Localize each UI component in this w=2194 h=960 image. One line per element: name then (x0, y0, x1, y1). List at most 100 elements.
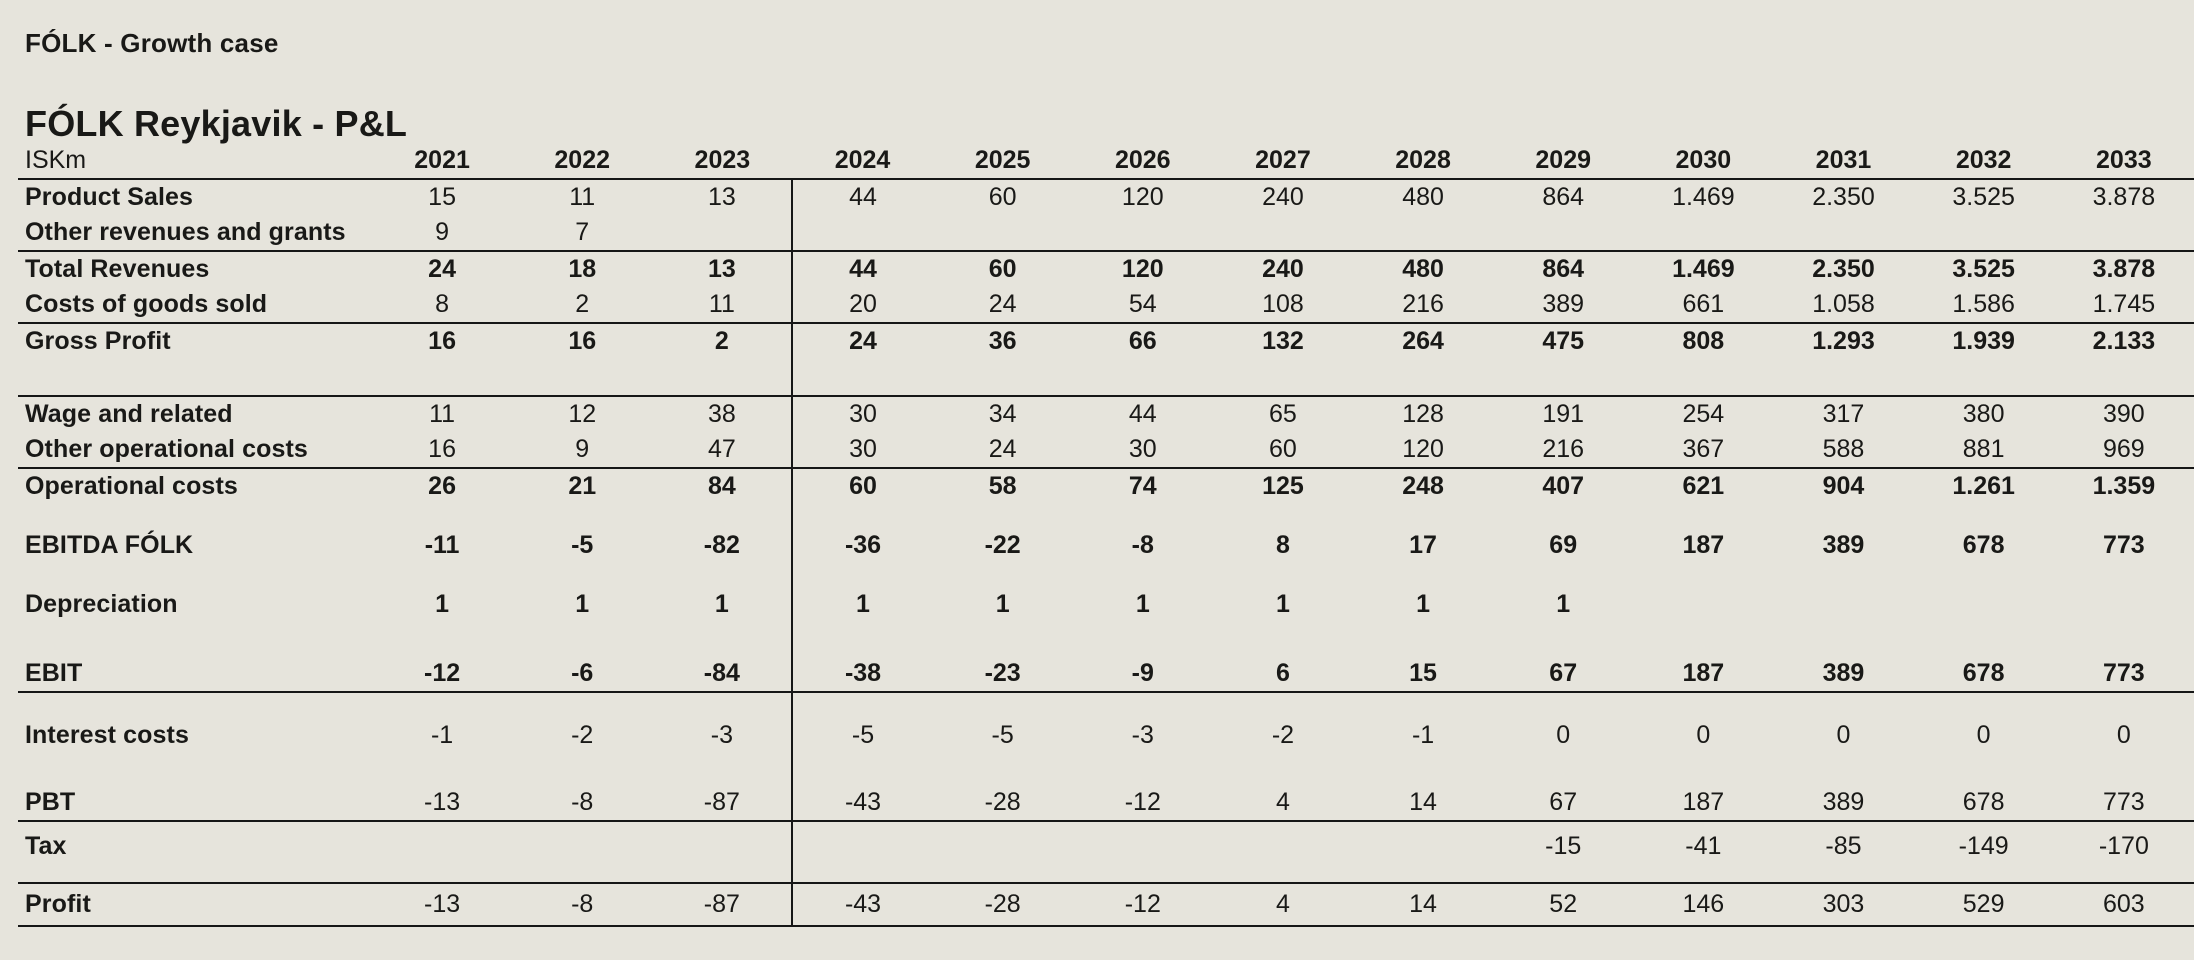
value-cell: 4 (1275, 787, 1290, 816)
row-label: Profit (25, 890, 91, 918)
value-cell (2054, 586, 2194, 622)
value-cell: 2.350 (1812, 183, 1875, 211)
spacer-cell (1633, 622, 1773, 656)
value-cell (933, 215, 1073, 251)
value-cell: -38 (791, 656, 933, 692)
value-cell (1073, 215, 1213, 251)
value-cell: 11 (429, 400, 456, 428)
value-cell: 15 (1409, 659, 1437, 687)
spacer-cell (652, 692, 792, 717)
value-cell: 389 (1822, 659, 1865, 687)
spacer-cell (1914, 753, 2054, 784)
value-cell: 16 (428, 435, 456, 463)
value-cell (1914, 215, 2054, 251)
value-cell: 380 (1962, 400, 2005, 428)
value-cell: -3 (1131, 720, 1154, 749)
value-cell (1493, 215, 1633, 251)
spacer-cell (1353, 359, 1493, 396)
spacer-cell (1773, 753, 1913, 784)
value-cell: 1 (791, 586, 933, 622)
value-cell: 146 (1682, 890, 1725, 918)
value-cell: 1 (714, 589, 729, 618)
value-cell: -1 (430, 720, 454, 749)
value-cell: 15 (428, 183, 456, 211)
value-cell: 678 (1962, 787, 2005, 816)
value-cell: 317 (1822, 400, 1865, 428)
value-cell: 4 (1275, 890, 1290, 918)
year-header: 2031 (1815, 146, 1872, 174)
value-cell: 191 (1542, 400, 1585, 428)
spacer-cell (1773, 692, 1913, 717)
value-cell: 1.586 (1952, 290, 2015, 318)
spacer-cell (933, 622, 1073, 656)
value-cell: 52 (1549, 890, 1578, 918)
spacer-cell (933, 692, 1073, 717)
spacer-row (18, 622, 2194, 656)
table-row: Gross Profit 16 16 2 24 36 66 132 264 475 808 1.293… (18, 323, 2194, 359)
spacer-cell (1633, 692, 1773, 717)
value-cell: 11 (708, 290, 735, 318)
spacer-cell (1213, 504, 1353, 527)
spacer-cell (1914, 359, 2054, 396)
value-cell: 2 (575, 290, 590, 318)
spacer-cell (18, 563, 372, 586)
value-cell: 44 (791, 251, 933, 287)
value-cell: 24 (428, 255, 456, 283)
value-cell: 8 (1275, 530, 1290, 559)
spacer-row (18, 359, 2194, 396)
value-cell: 480 (1402, 255, 1444, 283)
value-cell: 66 (1128, 327, 1157, 355)
spacer-cell (1773, 622, 1913, 656)
value-cell: 24 (791, 323, 933, 359)
spacer-cell (933, 359, 1073, 396)
spacer-cell (1493, 359, 1633, 396)
year-header: 2030 (1675, 146, 1732, 174)
value-cell (1633, 586, 1773, 622)
spacer-cell (1914, 692, 2054, 717)
table-row: Product Sales 15 11 13 44 60 120 240 480 864 1.469… (18, 179, 2194, 215)
spacer-cell (1353, 692, 1493, 717)
value-cell: -28 (984, 787, 1021, 816)
value-cell: 67 (1549, 659, 1578, 687)
spacer-cell (1493, 504, 1633, 527)
value-cell: 1.058 (1812, 290, 1875, 318)
value-cell: 969 (2102, 435, 2145, 463)
value-cell: 2 (714, 327, 729, 355)
value-cell: 1 (1416, 589, 1431, 618)
value-cell: 20 (791, 287, 933, 323)
value-cell: -28 (984, 890, 1021, 918)
value-cell: 8 (435, 290, 450, 318)
value-cell: -43 (791, 883, 933, 926)
value-cell (1213, 821, 1353, 883)
value-cell: -41 (1685, 832, 1722, 860)
table-row: Depreciation 1 1 1 1 1 1 1 1 1 (18, 586, 2194, 622)
value-cell: 389 (1542, 290, 1585, 318)
row-label: Wage and related (25, 400, 233, 428)
unit-label: ISKm (25, 146, 87, 174)
spacer-cell (933, 563, 1073, 586)
value-cell: 3.878 (2092, 183, 2156, 211)
value-cell: 1 (575, 589, 590, 618)
spacer-cell (1353, 504, 1493, 527)
value-cell: 44 (1128, 400, 1157, 428)
spacer-cell (372, 753, 512, 784)
spacer-row (18, 504, 2194, 527)
spacer-cell (933, 753, 1073, 784)
spacer-cell (372, 563, 512, 586)
row-label: EBITDA FÓLK (25, 530, 194, 559)
value-cell: 120 (1402, 435, 1444, 463)
table-row: Other revenues and grants 9 7 (18, 215, 2194, 251)
spacer-cell (18, 504, 372, 527)
value-cell: -6 (571, 659, 594, 687)
value-cell: 588 (1822, 435, 1865, 463)
table-row: Operational costs 26 21 84 60 58 74 125 248 407 62… (18, 468, 2194, 504)
spacer-cell (1213, 692, 1353, 717)
case-title: FÓLK - Growth case (25, 28, 279, 58)
value-cell: 0 (1976, 720, 1991, 749)
value-cell: -149 (1958, 832, 2009, 860)
spacer-cell (1073, 359, 1213, 396)
value-cell: 44 (791, 179, 933, 215)
spacer-cell (791, 563, 933, 586)
table-row: Other operational costs 16 9 47 30 24 30 60 120 2… (18, 432, 2194, 468)
value-cell: -2 (1271, 720, 1295, 749)
